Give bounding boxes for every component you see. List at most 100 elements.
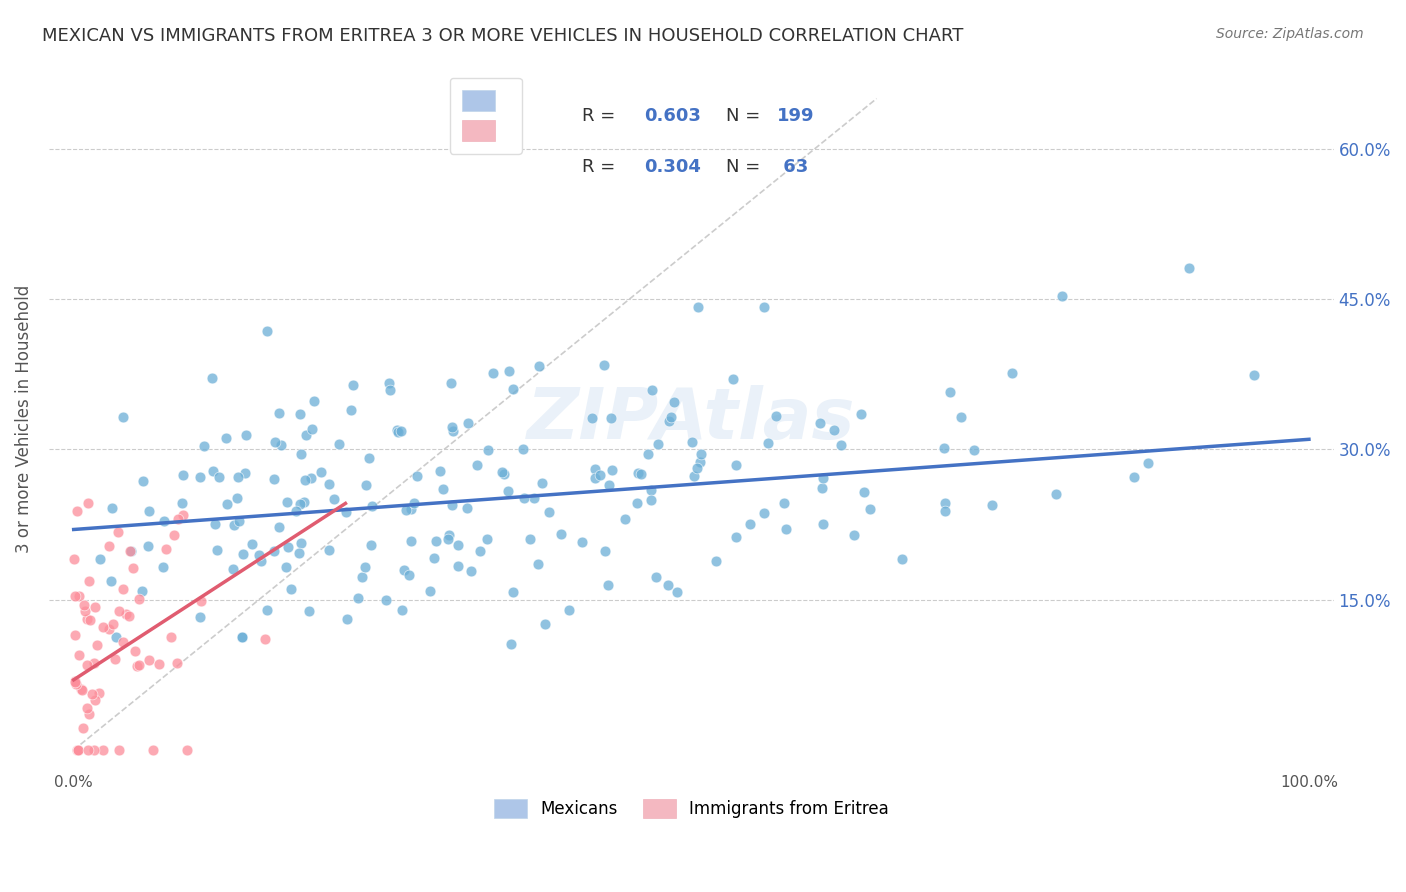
Point	[136, 539, 159, 553]
Point	[111, 634, 134, 648]
Point	[138, 504, 160, 518]
Point	[460, 564, 482, 578]
Point	[72, 721, 94, 735]
Point	[98, 539, 121, 553]
Point	[76, 612, 98, 626]
Point	[226, 469, 249, 483]
Text: 199: 199	[778, 107, 815, 125]
Point	[77, 743, 100, 757]
Point	[190, 593, 212, 607]
Point	[352, 570, 374, 584]
Point	[980, 499, 1002, 513]
Point	[385, 423, 408, 437]
Point	[441, 424, 464, 438]
Point	[756, 435, 779, 450]
Point	[1045, 487, 1067, 501]
Point	[108, 604, 131, 618]
Point	[585, 461, 607, 475]
Point	[142, 743, 165, 757]
Point	[232, 547, 254, 561]
Point	[456, 500, 478, 515]
Text: 63: 63	[778, 158, 808, 177]
Point	[550, 527, 572, 541]
Point	[378, 383, 401, 397]
Point	[724, 458, 747, 473]
Point	[938, 385, 960, 400]
Text: R =: R =	[582, 107, 621, 125]
Point	[630, 467, 652, 481]
Point	[101, 500, 124, 515]
Point	[77, 574, 100, 588]
Point	[626, 496, 648, 510]
Point	[69, 681, 91, 696]
Point	[170, 495, 193, 509]
Point	[457, 416, 479, 430]
Point	[641, 384, 664, 398]
Point	[754, 507, 776, 521]
Point	[934, 503, 956, 517]
Point	[233, 466, 256, 480]
Point	[301, 422, 323, 436]
Point	[118, 609, 141, 624]
Point	[361, 500, 384, 514]
Point	[425, 534, 447, 549]
Point	[437, 532, 460, 546]
Point	[72, 682, 94, 697]
Point	[288, 546, 311, 560]
Point	[659, 409, 682, 424]
Point	[399, 534, 422, 549]
Point	[354, 477, 377, 491]
Point	[932, 441, 955, 455]
Point	[963, 442, 986, 457]
Point	[228, 514, 250, 528]
Point	[328, 437, 350, 451]
Point	[269, 520, 291, 534]
Point	[302, 394, 325, 409]
Point	[276, 495, 298, 509]
Point	[342, 377, 364, 392]
Point	[689, 455, 711, 469]
Point	[440, 420, 463, 434]
Point	[775, 522, 797, 536]
Point	[738, 517, 761, 532]
Point	[290, 447, 312, 461]
Point	[447, 558, 470, 573]
Point	[214, 431, 236, 445]
Point	[852, 484, 875, 499]
Point	[124, 644, 146, 658]
Point	[318, 542, 340, 557]
Point	[558, 603, 581, 617]
Point	[378, 376, 401, 391]
Point	[128, 592, 150, 607]
Point	[65, 589, 87, 603]
Point	[76, 701, 98, 715]
Point	[200, 371, 222, 385]
Point	[389, 424, 412, 438]
Point	[447, 538, 470, 552]
Point	[253, 632, 276, 646]
Point	[534, 617, 557, 632]
Point	[627, 467, 650, 481]
Point	[87, 686, 110, 700]
Point	[725, 530, 748, 544]
Point	[83, 656, 105, 670]
Point	[593, 544, 616, 558]
Point	[502, 382, 524, 396]
Point	[686, 461, 709, 475]
Text: R =: R =	[582, 158, 621, 177]
Point	[392, 563, 415, 577]
Point	[208, 470, 231, 484]
Point	[240, 537, 263, 551]
Point	[97, 622, 120, 636]
Point	[357, 451, 380, 466]
Point	[231, 630, 253, 644]
Point	[131, 474, 153, 488]
Point	[340, 402, 363, 417]
Point	[644, 570, 666, 584]
Point	[614, 512, 637, 526]
Point	[830, 438, 852, 452]
Point	[666, 584, 689, 599]
Text: 0.304: 0.304	[644, 158, 700, 177]
Text: N =: N =	[725, 158, 766, 177]
Point	[131, 584, 153, 599]
